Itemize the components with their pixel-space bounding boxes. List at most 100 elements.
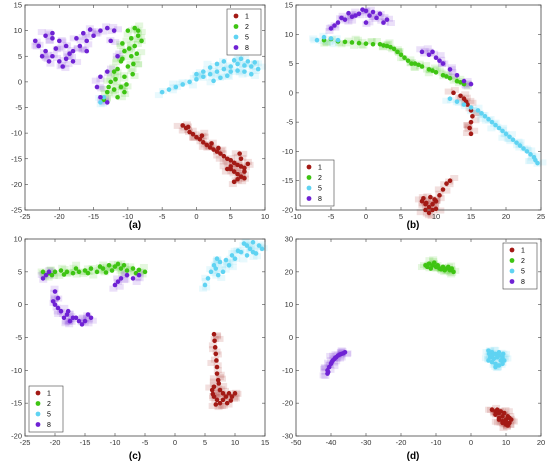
data-point [63,56,69,62]
point-halo [244,61,253,68]
data-point [501,410,507,416]
point-halo [326,366,335,373]
data-point [505,423,511,428]
data-point [438,266,444,272]
point-halo [213,367,222,374]
data-point [202,282,208,288]
point-halo [481,117,490,124]
data-point [409,61,414,66]
point-halo [195,72,204,79]
point-halo [69,264,78,271]
data-point [500,420,505,426]
point-halo [202,284,211,291]
point-halo [236,61,245,68]
point-halo [209,378,218,385]
data-point [142,269,148,275]
data-point [493,412,498,417]
point-halo [207,359,216,366]
point-halo [216,147,225,154]
data-point [332,355,338,361]
point-halo [241,249,250,256]
legend-label: 8 [47,422,51,429]
point-halo [46,60,55,67]
legend-marker [306,196,312,201]
point-halo [428,198,437,205]
point-halo [506,138,515,145]
point-halo [463,122,472,129]
point-halo [193,73,202,80]
point-halo [216,371,225,378]
point-halo [343,350,352,357]
point-halo [120,277,129,284]
point-halo [498,134,507,141]
data-point [423,200,429,206]
data-point [55,295,61,301]
data-point [56,59,62,64]
point-halo [108,264,117,271]
point-halo [78,315,87,322]
point-halo [127,270,136,277]
point-halo [463,80,472,87]
point-halo [126,265,135,272]
y-tick-label: 0 [289,333,293,342]
point-halo [429,256,438,263]
point-halo [116,43,125,50]
data-point [88,315,94,321]
point-halo [385,39,394,46]
point-halo [217,375,226,382]
point-halo [173,122,182,129]
point-halo [337,347,346,354]
data-point [104,69,110,74]
data-point [88,266,94,271]
data-point [204,142,210,148]
point-halo [252,67,261,74]
point-halo [107,28,116,35]
point-halo [78,314,87,321]
data-point [197,136,203,142]
point-halo [463,80,472,87]
point-halo [232,56,241,63]
x-tick-label: -15 [88,212,99,221]
point-halo [83,265,92,272]
point-halo [211,144,220,151]
data-point [437,193,442,198]
legend-marker [35,390,41,396]
data-point [500,128,505,134]
point-halo [447,64,456,71]
data-point [241,241,247,246]
point-halo [201,277,210,284]
data-point [50,30,55,36]
point-halo [64,61,73,68]
point-halo [211,389,220,396]
data-point [98,28,103,33]
point-halo [58,38,67,45]
data-point [248,64,254,69]
point-halo [436,52,445,59]
point-halo [40,53,49,60]
point-halo [448,69,457,76]
data-point [244,253,250,258]
point-halo [325,39,334,46]
data-point [467,125,472,131]
point-halo [48,268,57,275]
point-halo [63,53,72,60]
point-halo [468,99,477,106]
data-point [136,272,142,278]
point-halo [198,71,207,78]
data-point [65,308,71,314]
point-halo [450,86,459,93]
point-halo [320,365,329,372]
point-halo [50,294,59,301]
data-point [384,17,390,22]
point-halo [491,418,500,425]
point-halo [154,92,163,99]
point-halo [41,54,50,61]
point-halo [507,131,516,138]
point-halo [46,266,55,273]
point-halo [220,387,229,394]
point-halo-layer [309,6,547,219]
point-halo [73,45,82,52]
point-halo [491,119,500,126]
